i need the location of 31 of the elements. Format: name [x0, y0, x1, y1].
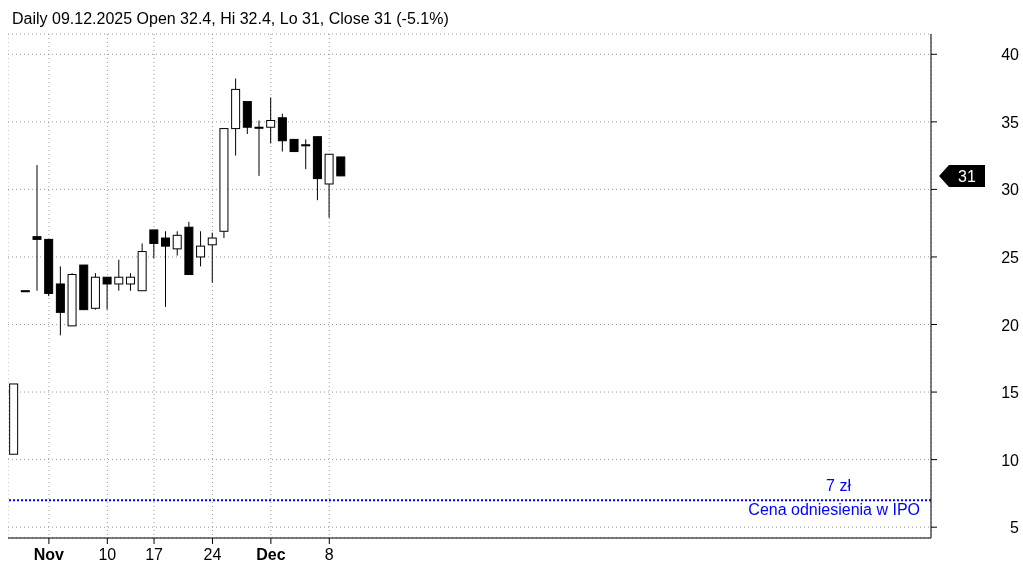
x-tick-label: 17 — [145, 546, 164, 563]
x-tick-label: Dec — [256, 546, 286, 563]
candlestick — [301, 138, 311, 170]
y-tick-label: 15 — [1001, 384, 1020, 402]
x-tick-label: 10 — [98, 546, 117, 563]
candlestick — [149, 229, 159, 259]
y-tick-label: 20 — [1001, 316, 1020, 334]
candlestick — [196, 230, 206, 267]
x-tick-label: 8 — [324, 546, 334, 563]
candlestick — [266, 97, 276, 144]
chart-title: Daily 09.12.2025 Open 32.4, Hi 32.4, Lo 31, Close 31 (-5.1%) — [12, 10, 449, 28]
candlestick — [32, 164, 42, 292]
candlestick — [102, 276, 112, 311]
y-tick-label: 10 — [1001, 451, 1020, 469]
y-tick-label: 25 — [1001, 248, 1020, 266]
x-tick-label: Nov — [33, 546, 65, 563]
candlestick — [161, 230, 171, 308]
annotation: 7 zł — [826, 477, 852, 495]
candlestick — [336, 156, 346, 177]
candlestick — [277, 113, 287, 153]
text: 31 — [958, 167, 976, 185]
candlestick — [114, 259, 124, 292]
candlestick — [254, 119, 264, 177]
y-tick-label: 30 — [1001, 181, 1020, 199]
candlestick — [172, 230, 182, 257]
y-tick-label: 40 — [1001, 46, 1020, 64]
x-tick-label: 24 — [203, 546, 222, 563]
candlestick — [207, 232, 217, 284]
y-tick-label: 5 — [1010, 519, 1020, 537]
ref-line-label: Cena odniesienia w IPO — [748, 501, 920, 519]
y-tick-label: 35 — [1001, 113, 1020, 131]
